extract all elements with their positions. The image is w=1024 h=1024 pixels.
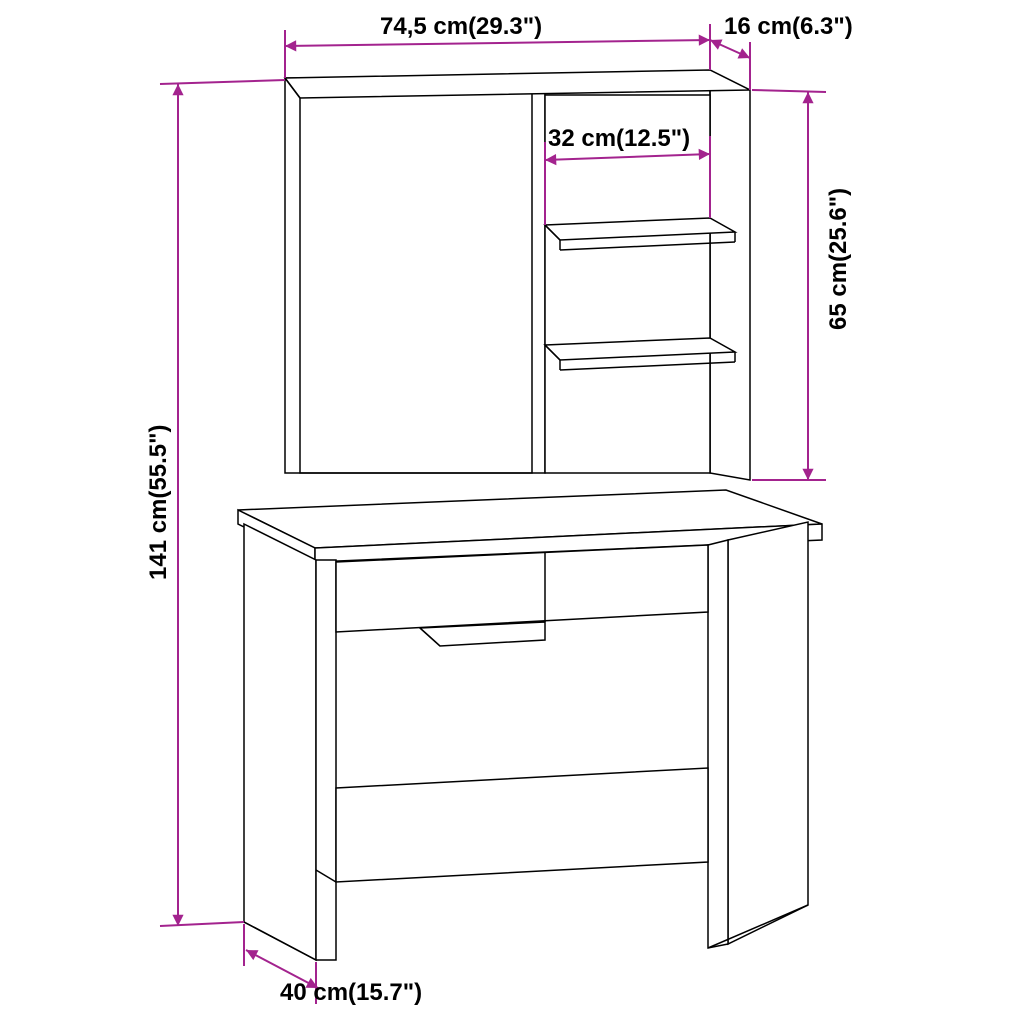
dim-top-width	[285, 40, 710, 46]
label-top-depth: 16 cm(6.3")	[724, 13, 853, 40]
label-top-width: 74,5 cm(29.3")	[380, 13, 542, 40]
furniture-dimension-diagram: 74,5 cm(29.3") 16 cm(6.3") 32 cm(12.5") …	[0, 0, 1024, 1024]
label-shelf-width: 32 cm(12.5")	[548, 125, 690, 152]
label-base-depth: 40 cm(15.7")	[280, 979, 422, 1006]
label-upper-height: 65 cm(25.6")	[825, 188, 852, 330]
dim-top-depth	[710, 40, 750, 58]
label-total-height: 141 cm(55.5")	[145, 425, 172, 580]
furniture-outline	[238, 70, 822, 960]
